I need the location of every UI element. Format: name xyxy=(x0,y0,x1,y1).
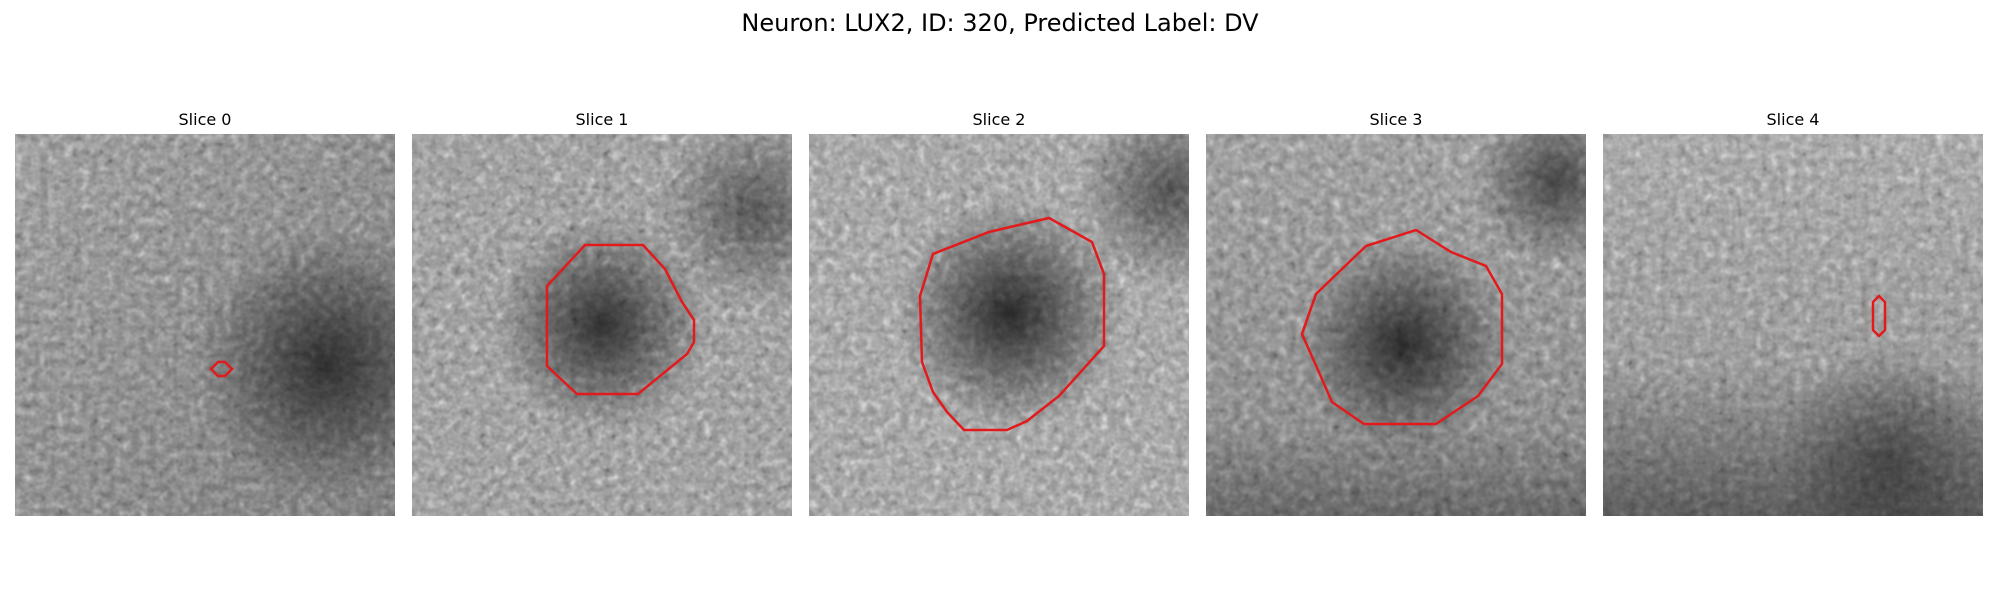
roi-contour xyxy=(1871,294,1887,338)
slice-3-title: Slice 3 xyxy=(1369,110,1423,129)
slice-0-image xyxy=(15,134,395,516)
roi-contour xyxy=(545,243,696,396)
roi-contour xyxy=(1300,228,1504,426)
slice-4-image xyxy=(1603,134,1983,516)
slice-3-image xyxy=(1206,134,1586,516)
slice-4-title: Slice 4 xyxy=(1766,110,1820,129)
slice-2-canvas xyxy=(809,134,1189,516)
slice-1-canvas xyxy=(412,134,792,516)
slice-1-image xyxy=(412,134,792,516)
slice-2-title: Slice 2 xyxy=(972,110,1026,129)
slice-0-title: Slice 0 xyxy=(178,110,232,129)
slice-1-title: Slice 1 xyxy=(575,110,629,129)
figure-title: Neuron: LUX2, ID: 320, Predicted Label: … xyxy=(741,9,1259,37)
slice-0-canvas xyxy=(15,134,395,516)
slice-3-canvas xyxy=(1206,134,1586,516)
slice-4-canvas xyxy=(1603,134,1983,516)
roi-contour xyxy=(918,216,1106,432)
slice-2-image xyxy=(809,134,1189,516)
roi-contour xyxy=(209,360,234,378)
